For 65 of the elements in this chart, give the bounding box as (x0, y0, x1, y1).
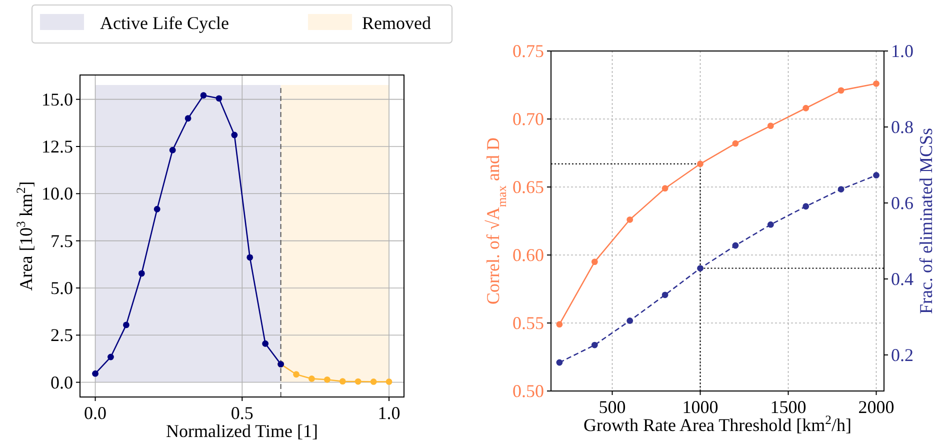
x-tick-label: 0.0 (84, 403, 107, 423)
y-tick-label: 0.70 (512, 109, 544, 129)
point (231, 132, 238, 138)
point (123, 322, 130, 328)
point (324, 376, 330, 383)
point (732, 242, 739, 249)
y-tick-label: 0.0 (50, 372, 73, 392)
y2-tick-label: 0.4 (891, 268, 914, 289)
y2-tick-label: 1.0 (891, 41, 914, 61)
point (556, 321, 563, 328)
point (92, 370, 98, 377)
y-tick-label: 15.0 (42, 89, 73, 110)
y-tick-label: 2.5 (50, 325, 73, 346)
point (169, 146, 176, 154)
point (339, 378, 346, 385)
point (662, 185, 668, 192)
y-tick-label: 0.75 (512, 41, 544, 61)
y-tick-label: 0.65 (512, 177, 544, 197)
point (216, 95, 222, 102)
point (838, 186, 844, 192)
y-tick-label: 12.5 (42, 136, 73, 156)
point (732, 140, 739, 147)
y-tick-label: 0.55 (512, 313, 544, 333)
point (354, 378, 362, 385)
y2-tick-label: 0.6 (891, 192, 914, 213)
x-axis-title: Normalized Time [1] (166, 421, 318, 441)
point (767, 221, 774, 228)
point (873, 80, 880, 87)
y-tick-label: 7.5 (50, 230, 73, 251)
point (200, 92, 207, 99)
point (802, 203, 810, 210)
point (184, 115, 192, 122)
point (873, 172, 880, 178)
point (802, 104, 810, 112)
point (556, 359, 563, 366)
x-tick-label: 0.5 (230, 403, 254, 423)
point (262, 340, 269, 347)
point (108, 354, 114, 360)
y-tick-label: 10.0 (42, 184, 73, 204)
point (370, 378, 377, 385)
point (767, 122, 774, 129)
point (591, 342, 598, 348)
point (591, 258, 598, 265)
point (154, 206, 160, 212)
y-tick-label: 5.0 (50, 278, 73, 298)
point (662, 292, 668, 298)
x-tick-label: 1.0 (378, 403, 400, 423)
legend-label: Removed (362, 13, 431, 33)
point (626, 216, 634, 223)
y-tick-label: 0.60 (512, 245, 544, 265)
point (697, 160, 704, 168)
y-tick-label: 0.50 (512, 381, 544, 401)
point (293, 371, 300, 378)
y2-tick-label: 0.2 (891, 344, 914, 365)
point (386, 378, 392, 385)
point (138, 270, 145, 277)
point (697, 265, 704, 272)
point (246, 254, 254, 261)
point (626, 318, 634, 324)
x-tick-label: 2000 (858, 397, 894, 417)
y2-axis-title: Frac. of eliminated MCSs (916, 128, 936, 314)
point (308, 376, 315, 382)
y2-tick-label: 0.8 (891, 116, 914, 137)
point (838, 87, 844, 94)
legend-label: Active Life Cycle (100, 13, 229, 33)
